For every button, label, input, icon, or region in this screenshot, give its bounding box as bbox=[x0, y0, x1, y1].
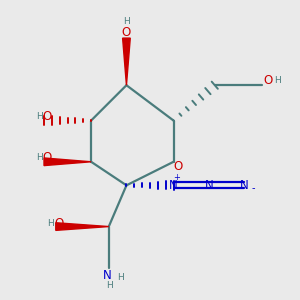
Text: N: N bbox=[169, 179, 178, 192]
Text: H: H bbox=[123, 17, 130, 26]
Text: H: H bbox=[36, 112, 43, 121]
Polygon shape bbox=[44, 158, 91, 166]
Text: +: + bbox=[173, 172, 180, 182]
Text: N: N bbox=[240, 179, 249, 192]
Text: O: O bbox=[42, 110, 51, 123]
Text: H: H bbox=[106, 281, 113, 290]
Text: N: N bbox=[205, 179, 213, 192]
Text: H: H bbox=[117, 273, 124, 282]
Polygon shape bbox=[123, 38, 130, 85]
Text: N: N bbox=[103, 269, 112, 282]
Text: O: O bbox=[42, 151, 51, 164]
Text: O: O bbox=[173, 160, 183, 173]
Text: O: O bbox=[122, 26, 131, 39]
Text: H: H bbox=[48, 219, 54, 228]
Text: H: H bbox=[274, 76, 280, 85]
Text: O: O bbox=[263, 74, 273, 87]
Polygon shape bbox=[56, 223, 109, 230]
Text: -: - bbox=[252, 183, 255, 193]
Text: H: H bbox=[36, 153, 43, 162]
Text: O: O bbox=[54, 217, 63, 230]
